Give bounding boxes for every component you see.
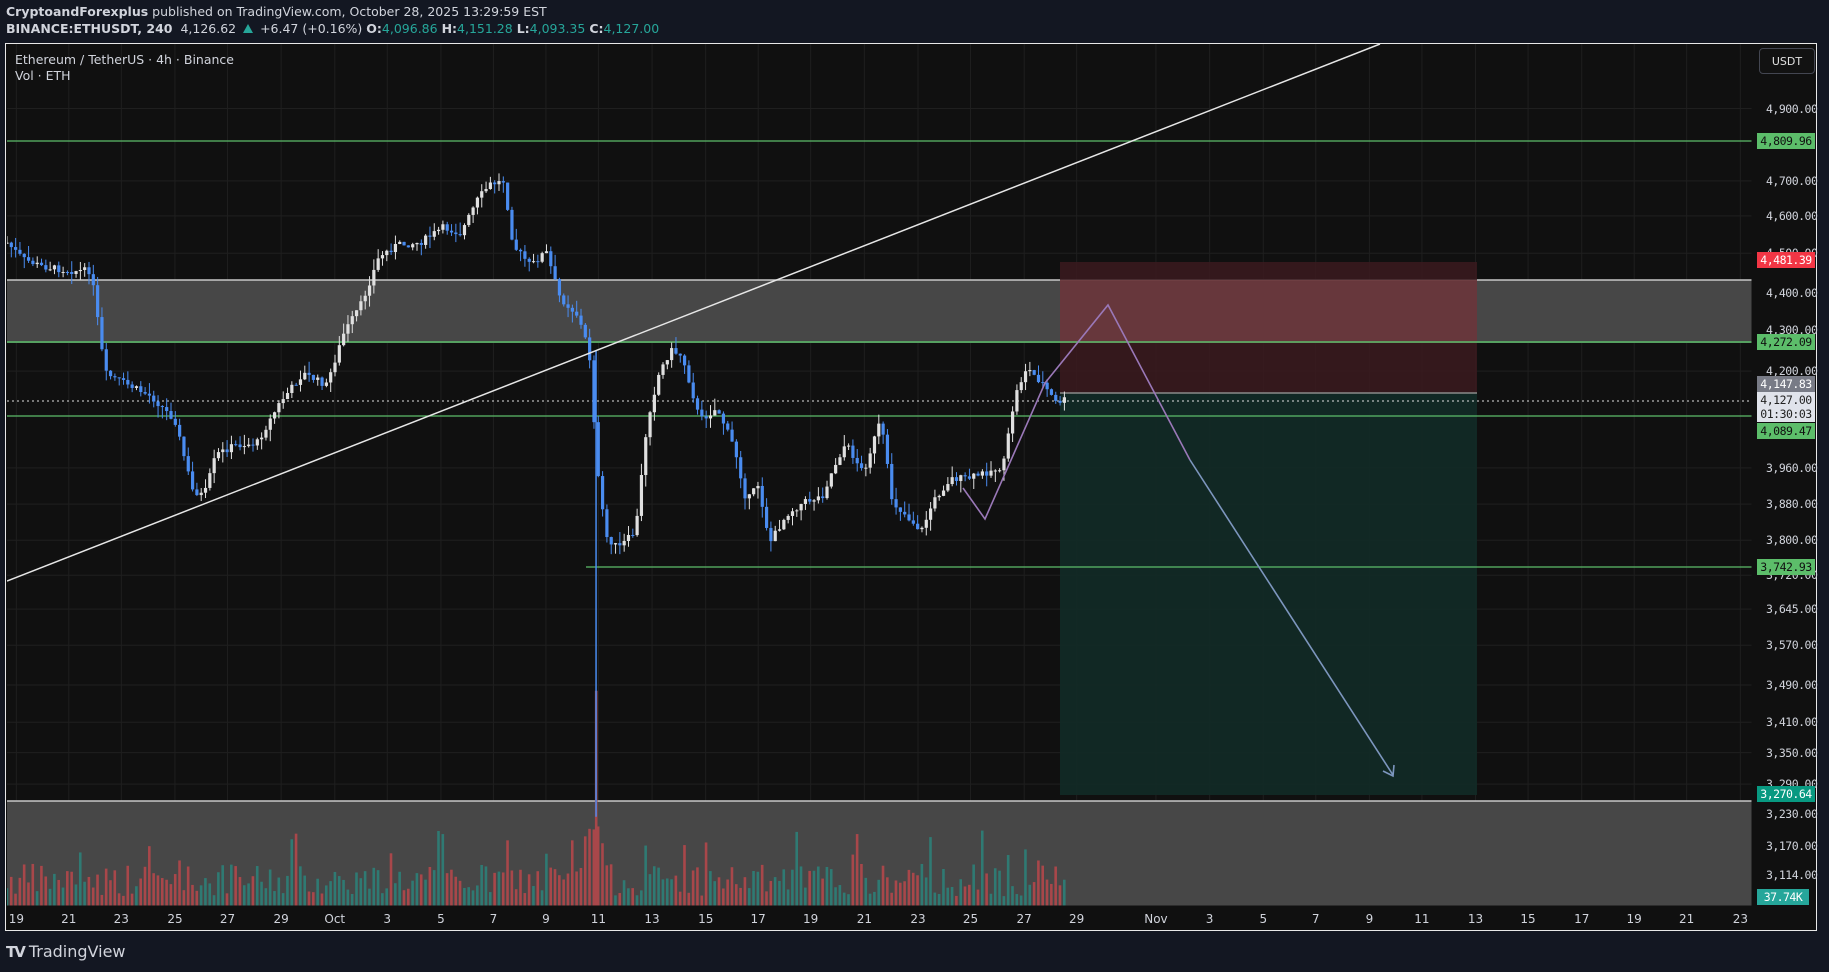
time-axis-label: 11 [590,912,607,926]
publish-info: CryptoandForexplus published on TradingV… [6,4,547,19]
price-axis-label: 4,300.00 [1766,323,1818,338]
price-axis-label: 4,200.00 [1766,364,1818,379]
time-axis-label: 23 [113,912,129,926]
symbol-info-bar: BINANCE:ETHUSDT, 240 4,126.62 +6.47 (+0.… [6,21,659,36]
price-axis-label: 3,230.00 [1766,807,1818,822]
ascending-trendline[interactable] [7,44,1381,582]
close-label: C: [589,21,604,36]
time-axis-label: 23 [1732,912,1748,926]
last-price: 4,126.62 [180,21,237,36]
time-axis-label: 13 [1467,912,1484,926]
time-axis-label: 9 [542,912,550,926]
tag-level-4272: 4,272.09 [1757,334,1815,350]
price-axis-label: 3,170.00 [1766,838,1818,853]
price-axis-label: 3,800.00 [1766,533,1818,548]
time-axis-label: 5 [1259,912,1268,926]
take-profit-zone[interactable] [1060,393,1477,795]
open-value: 4,096.86 [381,21,438,36]
legend-title: Ethereum / TetherUS · 4h · Binance [15,52,234,67]
time-axis-label: 17 [1574,912,1590,926]
tradingview-logo-icon: TV [6,942,26,961]
time-axis-label: 7 [489,912,498,926]
time-axis-label: 9 [1365,912,1374,926]
high-value: 4,151.28 [457,21,513,36]
tradingview-footer: TV TradingView [6,942,126,961]
time-axis-label: 5 [437,912,445,926]
price-axis-label: 3,350.00 [1766,745,1818,760]
time-axis-label: 29 [273,912,289,926]
time-axis-label: 15 [698,912,714,926]
time-axis-label: 19 [1626,912,1642,926]
legend-volume: Vol · ETH [15,68,71,83]
time-axis-label: 7 [1311,912,1320,926]
current-price-value: 4,127.00 [1760,393,1812,407]
bar-countdown: 01:30:03 [1760,407,1812,421]
time-axis-label: Oct [324,912,346,926]
time-axis-label: 23 [910,912,926,926]
time-axis-label: 25 [167,912,183,926]
tag-stop-loss: 4,481.39 [1757,252,1815,268]
tag-level-3742: 3,742.93 [1757,559,1815,575]
price-change: +6.47 (+0.16%) [260,21,363,36]
time-axis-label: 3 [383,912,392,926]
time-axis-label: 19 [803,912,819,926]
time-axis-label: 27 [219,912,236,926]
currency-button[interactable]: USDT [1759,48,1815,74]
time-axis-label: 3 [1205,912,1214,926]
price-axis-label: 3,410.00 [1766,715,1818,730]
time-axis-label: 25 [962,912,979,926]
brand-name: TradingView [28,942,126,961]
projection-arrow[interactable] [1189,459,1394,776]
price-axis-label: 3,960.00 [1766,460,1818,475]
time-axis-label: 29 [1068,912,1085,926]
tag-current-price: 4,127.00 01:30:03 [1757,392,1815,422]
tag-level-4809: 4,809.96 [1757,133,1815,149]
price-axis-label: 3,490.00 [1766,677,1818,692]
chart-frame[interactable] [5,43,1817,931]
chart-legend: Ethereum / TetherUS · 4h · Binance Vol ·… [15,52,234,84]
time-axis-label: 21 [61,912,77,926]
published-text: published on TradingView.com, October 28… [152,4,547,19]
time-axis-label: 11 [1414,912,1430,926]
price-axis-label: 3,114.00 [1766,868,1818,883]
arrow-head-icon [1382,764,1395,778]
symbol-label: BINANCE:ETHUSDT, 240 [6,21,173,36]
price-axis-label: 3,570.00 [1766,638,1818,653]
time-axis-label: 13 [644,912,660,926]
price-axis-label: 4,900.00 [1766,101,1818,116]
open-label: O: [366,21,382,36]
tag-entry: 4,147.83 [1757,376,1815,392]
time-axis-label: 27 [1016,912,1032,926]
author-name: CryptoandForexplus [6,4,149,19]
time-axis-label: 21 [856,912,872,926]
price-axis-label: 4,400.00 [1766,285,1818,300]
price-axis-label: 3,645.00 [1766,602,1818,617]
resistance-zone[interactable] [7,280,1752,343]
time-axis-label: 19 [8,912,24,926]
time-axis-label: 17 [750,912,766,926]
low-value: 4,093.35 [529,21,586,36]
candlesticks [7,173,1066,817]
tag-level-4089: 4,089.47 [1757,423,1815,439]
close-value: 4,127.00 [603,21,660,36]
grid-lines [7,44,1752,906]
low-label: L: [516,21,530,36]
time-axis-label: 21 [1679,912,1695,926]
price-axis-label: 4,600.00 [1766,208,1818,223]
time-axis-label: 15 [1520,912,1536,926]
price-axis-label: 4,700.00 [1766,173,1818,188]
price-axis-label: 3,880.00 [1766,497,1818,512]
projection-path-upper[interactable] [962,303,1191,521]
up-triangle-icon [243,24,254,33]
tag-volume: 37.74K [1757,889,1809,905]
high-label: H: [441,21,458,36]
tag-target: 3,270.64 [1757,786,1815,802]
time-axis-label: Nov [1144,912,1168,926]
